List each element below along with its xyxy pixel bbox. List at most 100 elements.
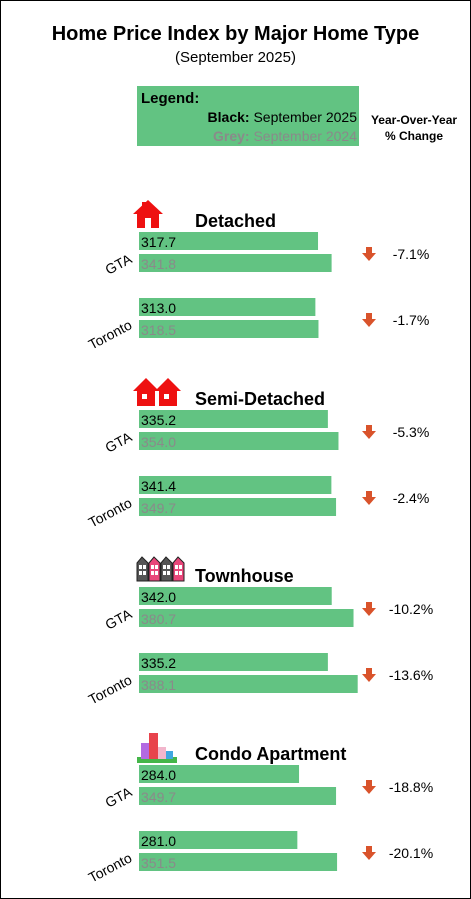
down-arrow-icon <box>362 668 376 682</box>
house-icon <box>133 200 163 228</box>
bar-label-prior: 351.5 <box>141 855 176 871</box>
bar-prior <box>139 609 354 627</box>
region-label: Toronto <box>86 494 135 530</box>
arrow-head-shape <box>362 786 376 794</box>
townhouse-window-shape <box>155 571 158 575</box>
condo-tower-shape <box>166 751 173 759</box>
house-shape <box>133 200 163 228</box>
arrow-stem-shape <box>366 846 372 853</box>
region-label: GTA <box>102 605 135 632</box>
home-type-heading: Semi-Detached <box>195 389 325 409</box>
arrow-head-shape <box>362 431 376 439</box>
down-arrow-icon <box>362 247 376 261</box>
townhouse-unit-shape <box>148 556 161 582</box>
townhouse-window-shape <box>167 571 170 575</box>
bar-label-prior: 349.7 <box>141 789 176 805</box>
arrow-head-shape <box>362 608 376 616</box>
bar-prior <box>139 675 358 693</box>
condo-tower-shape <box>141 743 149 759</box>
bar-current <box>139 765 300 783</box>
townhouse-window-shape <box>175 565 178 569</box>
yoy-value: -1.7% <box>393 312 430 328</box>
region-label: Toronto <box>86 849 135 885</box>
semi-window-shape <box>164 394 169 399</box>
bar-label-current: 281.0 <box>141 833 176 849</box>
arrow-stem-shape <box>366 425 372 432</box>
down-arrow-icon <box>362 491 376 505</box>
townhouse-icon <box>136 556 185 582</box>
condo-apartment-icon <box>137 733 177 763</box>
arrow-stem-shape <box>366 247 372 254</box>
townhouse-window-shape <box>163 571 166 575</box>
arrow-stem-shape <box>366 491 372 498</box>
townhouse-window-shape <box>179 565 182 569</box>
townhouse-unit-shape <box>136 556 149 582</box>
bar-label-prior: 354.0 <box>141 434 176 450</box>
yoy-value: -13.6% <box>389 667 433 683</box>
bar-current <box>139 298 316 316</box>
legend-current: Black: September 2025 <box>208 109 357 125</box>
townhouse-window-shape <box>179 571 182 575</box>
bar-prior <box>139 853 338 871</box>
bar-current <box>139 410 328 428</box>
bar-label-prior: 349.7 <box>141 500 176 516</box>
bar-label-current: 317.7 <box>141 234 176 250</box>
arrow-head-shape <box>362 319 376 327</box>
chart-subtitle: (September 2025) <box>175 49 296 66</box>
bar-label-current: 341.4 <box>141 478 176 494</box>
yoy-value: -20.1% <box>389 845 433 861</box>
bar-label-current: 284.0 <box>141 767 176 783</box>
yoy-header-line2: % Change <box>384 129 443 143</box>
yoy-value: -5.3% <box>393 424 430 440</box>
semi-house-shape <box>155 378 181 406</box>
semi-house-shape <box>133 378 159 406</box>
down-arrow-icon <box>362 780 376 794</box>
bar-label-prior: 380.7 <box>141 611 176 627</box>
townhouse-window-shape <box>151 565 154 569</box>
arrow-stem-shape <box>366 668 372 675</box>
yoy-value: -2.4% <box>393 490 430 506</box>
semi-window-shape <box>142 394 147 399</box>
townhouse-window-shape <box>155 565 158 569</box>
condo-ground-shape <box>137 757 177 763</box>
townhouse-unit-shape <box>172 556 185 582</box>
bar-prior <box>139 787 337 805</box>
townhouse-window-shape <box>143 565 146 569</box>
legend-current-label: September 2025 <box>253 109 357 125</box>
townhouse-window-shape <box>151 571 154 575</box>
yoy-value: -10.2% <box>389 601 433 617</box>
yoy-value: -18.8% <box>389 779 433 795</box>
region-label: GTA <box>102 250 135 277</box>
chart-title: Home Price Index by Major Home Type <box>51 23 420 45</box>
legend-prior-key: Grey: <box>213 128 250 144</box>
yoy-header-line1: Year-Over-Year <box>370 113 458 127</box>
townhouse-window-shape <box>167 565 170 569</box>
arrow-head-shape <box>362 253 376 261</box>
condo-tower-shape <box>149 733 158 759</box>
home-type-heading: Detached <box>195 211 276 231</box>
chimney-shape <box>142 202 146 210</box>
region-label: GTA <box>102 428 135 455</box>
bar-label-prior: 341.8 <box>141 256 176 272</box>
bar-prior <box>139 498 337 516</box>
legend-current-key: Black: <box>207 109 250 125</box>
semi-detached-icon <box>133 378 181 406</box>
townhouse-unit-shape <box>160 556 173 582</box>
down-arrow-icon <box>362 846 376 860</box>
bar-prior <box>139 320 319 338</box>
arrow-head-shape <box>362 852 376 860</box>
region-label: Toronto <box>86 671 135 707</box>
legend-box: Legend: Black: September 2025 Grey: Sept… <box>137 86 359 146</box>
bar-current <box>139 587 332 605</box>
townhouse-window-shape <box>163 565 166 569</box>
yoy-column-header: Year-Over-Year % Change <box>362 112 466 144</box>
legend-prior-label: September 2024 <box>253 128 357 144</box>
home-type-heading: Townhouse <box>195 566 294 586</box>
bar-current <box>139 831 298 849</box>
arrow-stem-shape <box>366 313 372 320</box>
bar-label-prior: 318.5 <box>141 322 176 338</box>
legend-prior: Grey: September 2024 <box>213 128 357 144</box>
bar-label-current: 342.0 <box>141 589 176 605</box>
townhouse-window-shape <box>139 565 142 569</box>
